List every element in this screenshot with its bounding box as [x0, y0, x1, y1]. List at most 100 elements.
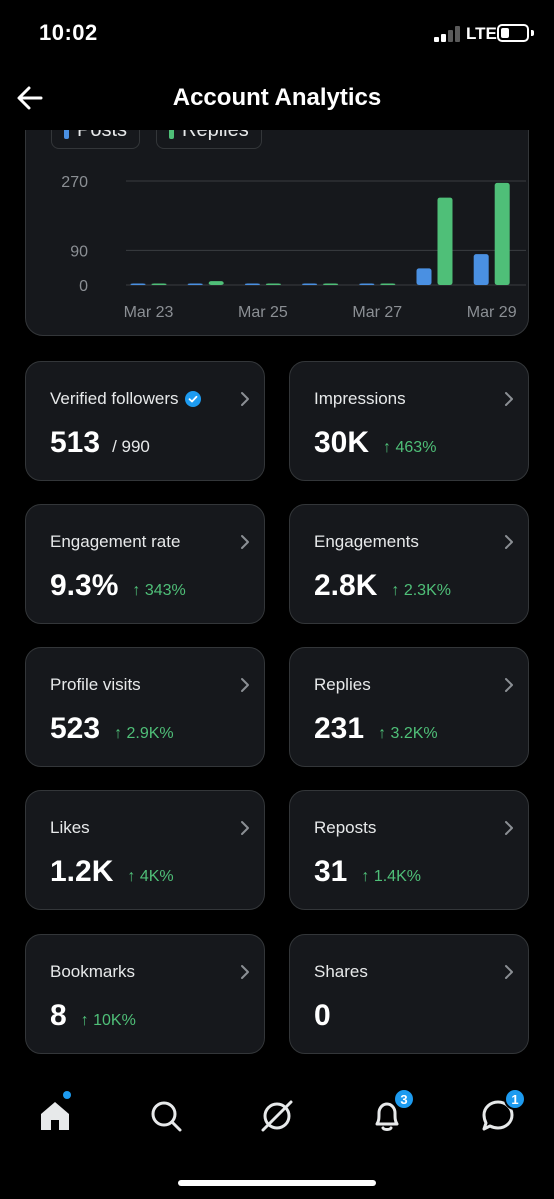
tab-home[interactable] — [33, 1091, 77, 1138]
stat-label-text: Replies — [314, 675, 371, 694]
stat-total: / 990 — [112, 437, 150, 456]
status-time: 10:02 — [39, 20, 98, 45]
chevron-right-icon — [505, 535, 513, 549]
stat-value-row: 0 — [314, 999, 331, 1033]
stat-change: ↑ 3.2K% — [378, 725, 438, 742]
bar-posts-5 — [359, 283, 375, 285]
stat-label: Engagement rate — [50, 532, 180, 552]
stat-label-text: Reposts — [314, 818, 377, 837]
stat-card-replies[interactable]: Replies 231 ↑ 3.2K% — [289, 647, 529, 767]
bell-icon — [375, 1102, 399, 1131]
messages-badge: 1 — [504, 1088, 526, 1110]
stat-value: 0 — [314, 999, 331, 1032]
chevron-right-icon — [241, 392, 249, 406]
bar-posts-1 — [130, 283, 146, 285]
bar-chart: 0 90 270 Mar 23 Mar 25 Mar 27 Mar 29 — [61, 174, 526, 321]
bar-posts-7 — [473, 254, 489, 285]
stat-card-engagement-rate[interactable]: Engagement rate 9.3% ↑ 343% — [25, 504, 265, 624]
bar-replies-1 — [151, 283, 167, 285]
x-tick-label: Mar 23 — [124, 304, 174, 321]
home-unread-dot — [63, 1091, 71, 1099]
stat-card-likes[interactable]: Likes 1.2K ↑ 4K% — [25, 790, 265, 910]
stat-label-text: Impressions — [314, 389, 406, 408]
stat-label: Verified followers — [50, 389, 201, 409]
stat-label: Shares — [314, 962, 368, 982]
y-tick-label: 0 — [79, 278, 88, 295]
bar-replies-5 — [380, 283, 396, 285]
message-icon — [482, 1100, 514, 1131]
stat-label: Profile visits — [50, 675, 141, 695]
bar-posts-6 — [416, 268, 432, 285]
bar-posts-4 — [302, 283, 318, 285]
stat-card-reposts[interactable]: Reposts 31 ↑ 1.4K% — [289, 790, 529, 910]
legend-swatch-replies — [169, 121, 174, 139]
stat-card-shares[interactable]: Shares 0 — [289, 934, 529, 1054]
stat-value: 9.3% — [50, 569, 119, 602]
bar-replies-6 — [437, 197, 453, 285]
home-indicator — [178, 1180, 376, 1186]
arrow-left-icon — [17, 86, 43, 110]
stat-change: ↑ 1.4K% — [361, 868, 421, 885]
tab-search[interactable] — [144, 1094, 188, 1138]
stat-card-profile-visits[interactable]: Profile visits 523 ↑ 2.9K% — [25, 647, 265, 767]
stat-label-text: Engagements — [314, 532, 419, 551]
status-bar: 10:02 LTE — [0, 0, 554, 68]
stat-value: 1.2K — [50, 855, 114, 888]
stat-change: ↑ 2.3K% — [391, 582, 451, 599]
back-button[interactable] — [14, 82, 46, 114]
stat-label: Impressions — [314, 389, 406, 409]
stat-card-bookmarks[interactable]: Bookmarks 8 ↑ 10K% — [25, 934, 265, 1054]
y-tick-label: 270 — [61, 174, 88, 191]
stat-value: 31 — [314, 855, 348, 888]
stat-label-text: Engagement rate — [50, 532, 181, 551]
stat-label-text: Profile visits — [50, 675, 141, 694]
stat-card-verified-followers[interactable]: Verified followers 513 / 990 — [25, 361, 265, 481]
battery-tip — [531, 30, 534, 36]
y-tick-label: 90 — [70, 243, 88, 260]
chevron-right-icon — [505, 821, 513, 835]
stat-value-row: 9.3% ↑ 343% — [50, 569, 186, 603]
stat-value: 523 — [50, 712, 101, 745]
bar-replies-7 — [494, 182, 510, 285]
tab-grok[interactable] — [255, 1094, 299, 1138]
stat-card-engagements[interactable]: Engagements 2.8K ↑ 2.3K% — [289, 504, 529, 624]
stat-change: ↑ 4K% — [127, 868, 174, 885]
bar-posts-3 — [244, 283, 260, 285]
stat-label: Reposts — [314, 818, 376, 838]
header: Account Analytics — [0, 68, 554, 130]
chevron-right-icon — [241, 535, 249, 549]
stat-card-impressions[interactable]: Impressions 30K ↑ 463% — [289, 361, 529, 481]
tab-messages[interactable]: 1 — [476, 1088, 526, 1138]
stat-value-row: 523 ↑ 2.9K% — [50, 712, 174, 746]
bar-replies-3 — [265, 283, 281, 285]
notifications-badge: 3 — [393, 1088, 415, 1110]
stat-label-text: Verified followers — [50, 389, 179, 408]
chevron-right-icon — [505, 678, 513, 692]
stat-label-text: Bookmarks — [50, 962, 136, 981]
battery-icon — [497, 24, 529, 42]
stat-label-text: Shares — [314, 962, 368, 981]
stat-label: Likes — [50, 818, 90, 838]
stat-label-text: Likes — [50, 818, 90, 837]
stat-label: Bookmarks — [50, 962, 135, 982]
stat-value: 2.8K — [314, 569, 378, 602]
stat-value: 231 — [314, 712, 365, 745]
home-icon — [41, 1102, 69, 1130]
x-tick-label: Mar 27 — [352, 304, 402, 321]
grok-icon — [261, 1100, 293, 1132]
bar-replies-2 — [208, 281, 224, 285]
stat-value: 30K — [314, 426, 370, 459]
bar-replies-4 — [323, 283, 339, 285]
legend-swatch-posts — [64, 121, 69, 139]
verified-badge-icon — [184, 391, 201, 407]
stat-change: ↑ 463% — [383, 439, 437, 456]
tab-notifications[interactable]: 3 — [365, 1088, 415, 1138]
stat-label: Replies — [314, 675, 371, 695]
stat-value: 513 — [50, 426, 101, 459]
chevron-right-icon — [505, 392, 513, 406]
signal-icon — [434, 26, 462, 42]
chevron-right-icon — [241, 965, 249, 979]
stat-value-row: 30K ↑ 463% — [314, 426, 436, 460]
stat-value-row: 2.8K ↑ 2.3K% — [314, 569, 451, 603]
